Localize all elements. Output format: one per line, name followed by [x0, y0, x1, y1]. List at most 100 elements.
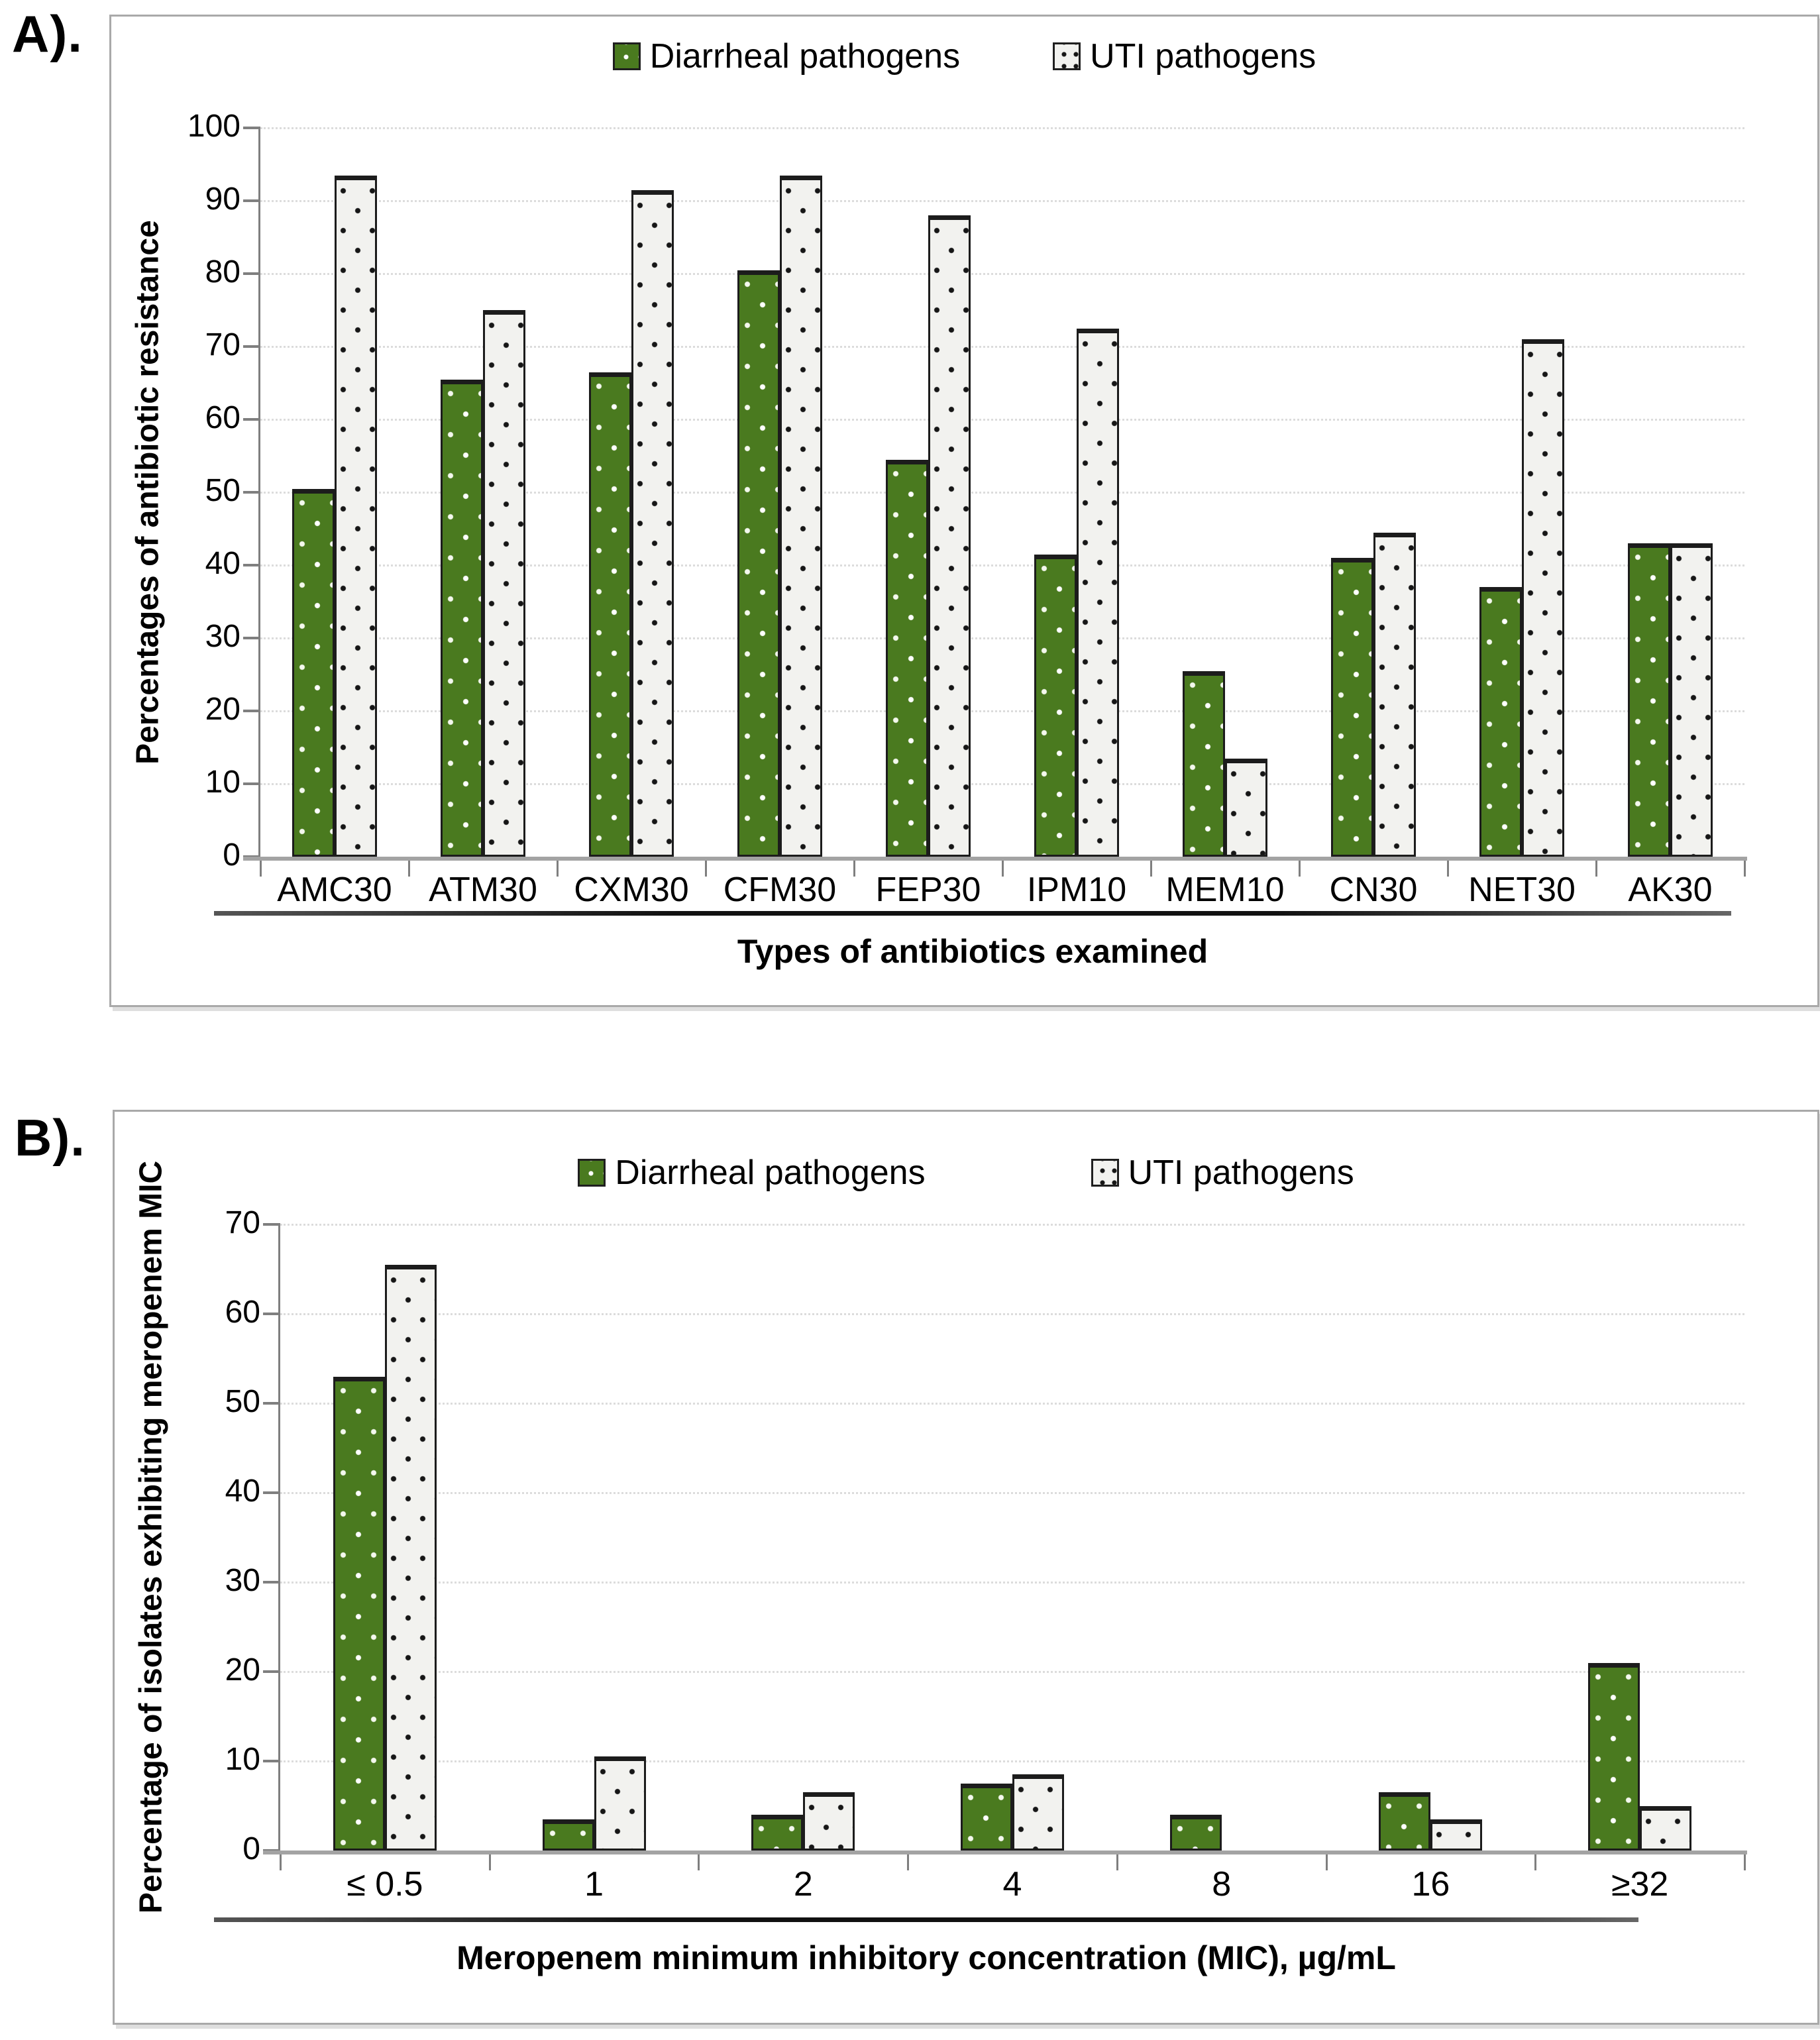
category-boundary-tick	[1150, 861, 1152, 877]
x-axis-line	[263, 1851, 1747, 1854]
x-category-label: 1	[584, 1865, 604, 1904]
y-tick-mark	[243, 491, 260, 494]
y-tick-mark	[243, 199, 260, 202]
y-tick-mark	[243, 637, 260, 639]
gridline-90	[260, 200, 1744, 202]
legend-item-uti: UTI pathogens	[1091, 1153, 1354, 1193]
bar-diarrheal-CN30	[1331, 558, 1373, 857]
bar-diarrheal-MEM10	[1183, 671, 1225, 857]
y-tick-label: 70	[205, 327, 241, 363]
y-tick-mark	[263, 1491, 280, 1494]
x-category-label: CFM30	[723, 871, 837, 909]
y-tick-label: 70	[225, 1205, 260, 1241]
legend-item-uti: UTI pathogens	[1053, 36, 1316, 76]
category-boundary-tick	[698, 1854, 700, 1870]
bar-uti-16	[1430, 1819, 1483, 1851]
panel-a-frame: Diarrheal pathogens UTI pathogens Percen…	[109, 15, 1819, 1007]
y-tick-label: 60	[225, 1295, 260, 1330]
bar-uti-FEP30	[928, 215, 971, 857]
panel-b-legend: Diarrheal pathogens UTI pathogens	[115, 1153, 1817, 1193]
category-boundary-tick	[408, 861, 410, 877]
bar-diarrheal-CXM30	[589, 372, 631, 857]
panel-a-plot: 0 10 20 30 40 50 60 70 80 90 100 AMC30 ATM30 CXM30 CFM…	[111, 17, 1817, 1005]
bar-uti-1	[594, 1756, 646, 1851]
y-tick-label: 50	[205, 473, 241, 509]
gridline-40	[260, 564, 1744, 566]
x-category-label: CXM30	[574, 871, 689, 909]
bar-uti-CN30	[1373, 532, 1416, 857]
y-tick-mark	[243, 345, 260, 348]
y-tick-label: 90	[205, 182, 241, 217]
panel-a-xlabel: Types of antibiotics examined	[737, 933, 1208, 970]
bar-uti-AMC30	[335, 175, 377, 857]
gridline-30	[280, 1582, 1744, 1584]
category-boundary-tick	[1447, 861, 1449, 877]
bar-uti-MEM10	[1225, 758, 1267, 857]
y-tick-mark	[263, 1223, 280, 1226]
category-boundary-tick	[488, 1854, 491, 1870]
category-boundary-tick	[1744, 1854, 1746, 1870]
y-tick-mark	[243, 418, 260, 421]
x-category-label: FEP30	[875, 871, 981, 909]
bar-diarrheal-CFM30	[737, 270, 780, 857]
panel-b-xlabel: Meropenem minimum inhibitory concentrati…	[456, 1939, 1396, 1976]
category-boundary-tick	[280, 1854, 282, 1870]
x-category-label: ≤ 0.5	[347, 1865, 423, 1904]
x-category-label: 2	[793, 1865, 813, 1904]
bar-diarrheal-IPM10	[1034, 554, 1077, 857]
panel-a-legend: Diarrheal pathogens UTI pathogens	[111, 36, 1817, 76]
y-tick-mark	[243, 564, 260, 566]
y-tick-label: 30	[205, 619, 241, 655]
category-boundary-tick	[1002, 861, 1004, 877]
bar-diarrheal-FEP30	[886, 459, 928, 857]
category-boundary-tick	[1744, 861, 1746, 877]
x-category-label: ≥32	[1611, 1865, 1669, 1904]
gridline-80	[260, 273, 1744, 275]
gridline-100	[260, 127, 1744, 129]
bar-uti-≤ 0.5	[384, 1264, 437, 1851]
y-tick-label: 0	[223, 837, 241, 873]
x-category-label: IPM10	[1026, 871, 1127, 909]
y-tick-label: 30	[225, 1563, 260, 1599]
bar-uti-IPM10	[1077, 328, 1119, 857]
y-tick-label: 10	[225, 1742, 260, 1778]
legend-label: UTI pathogens	[1128, 1154, 1354, 1192]
y-tick-label: 60	[205, 400, 241, 436]
bar-diarrheal-≥32	[1588, 1662, 1640, 1851]
gridline-20	[260, 710, 1744, 712]
y-tick-mark	[243, 127, 260, 129]
category-boundary-tick	[1325, 1854, 1328, 1870]
y-tick-label: 0	[242, 1831, 260, 1867]
gridline-60	[280, 1313, 1744, 1315]
uti-swatch-icon	[1053, 42, 1081, 70]
category-boundary-tick	[1299, 861, 1301, 877]
bar-diarrheal-4	[961, 1783, 1012, 1851]
gridline-50	[280, 1403, 1744, 1405]
gridline-70	[280, 1224, 1744, 1226]
gridline-10	[260, 783, 1744, 785]
y-tick-label: 40	[205, 546, 241, 582]
x-category-label: AK30	[1628, 871, 1713, 909]
bar-diarrheal-NET30	[1479, 587, 1522, 857]
bar-diarrheal-1	[542, 1819, 594, 1851]
category-boundary-tick	[1534, 1854, 1537, 1870]
y-tick-mark	[243, 272, 260, 275]
x-category-label: CN30	[1329, 871, 1418, 909]
uti-swatch-icon	[1091, 1159, 1119, 1187]
bar-diarrheal-AMC30	[292, 488, 335, 857]
panel-a-label: A).	[12, 5, 83, 63]
x-axis-line	[243, 857, 1747, 861]
legend-label: UTI pathogens	[1090, 37, 1316, 76]
category-boundary-tick	[557, 861, 559, 877]
y-tick-mark	[263, 1760, 280, 1762]
x-category-label: AMC30	[277, 871, 392, 909]
y-tick-mark	[263, 1581, 280, 1584]
category-boundary-tick	[260, 861, 262, 877]
x-category-label: 4	[1002, 1865, 1022, 1904]
legend-label: Diarrheal pathogens	[649, 37, 961, 76]
y-tick-mark	[243, 710, 260, 712]
y-axis-line	[278, 1224, 280, 1851]
gridline-40	[280, 1492, 1744, 1494]
y-tick-label: 20	[225, 1652, 260, 1688]
